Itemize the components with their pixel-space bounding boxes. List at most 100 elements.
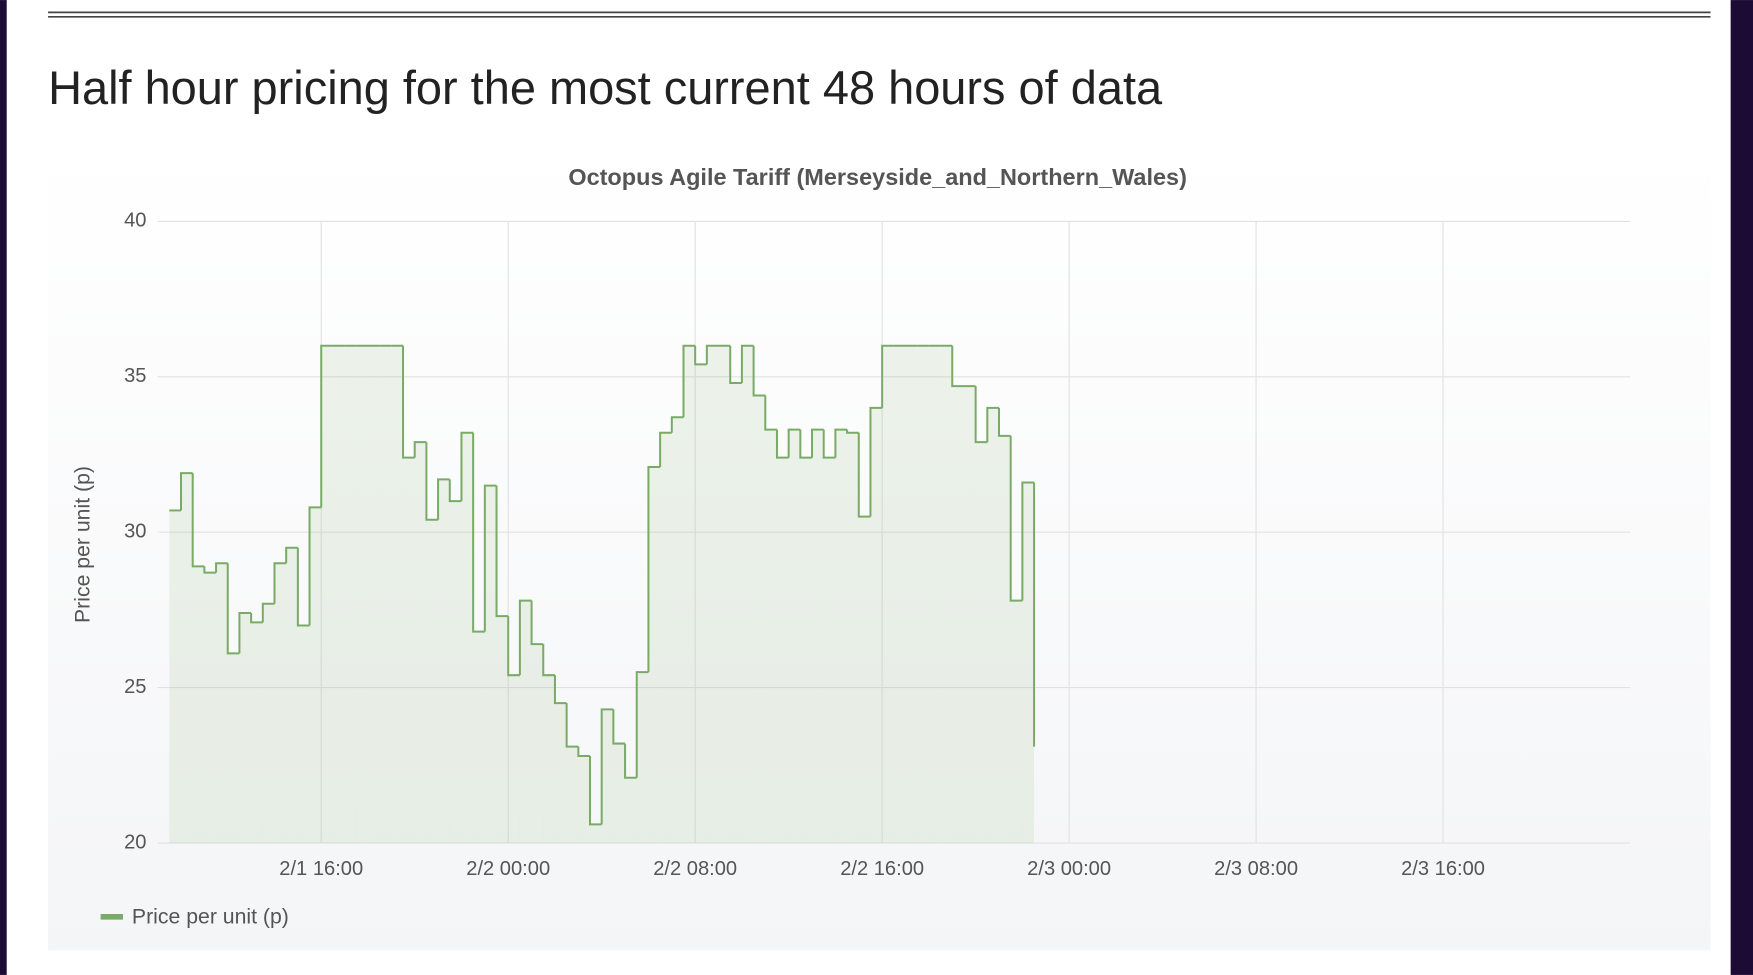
line-step <box>588 755 602 826</box>
area-segment <box>1010 600 1023 844</box>
area-segment <box>216 563 228 844</box>
line-step <box>612 709 626 745</box>
area-segment <box>847 432 859 844</box>
area-segment <box>835 429 848 844</box>
line-step <box>647 465 661 673</box>
line-step <box>1009 435 1023 602</box>
line-step <box>261 602 275 623</box>
line-step <box>857 432 871 518</box>
area-segment <box>239 613 252 844</box>
line-step <box>670 416 684 433</box>
area-segment <box>870 407 883 844</box>
area-segment <box>578 755 591 844</box>
line-step <box>530 600 544 646</box>
area-segment <box>543 675 555 844</box>
plot: 20 25 30 35 40 2/1 16:00 2/2 00:00 2/2 08:00 2/2… <box>100 210 1631 929</box>
area-segment <box>741 345 754 844</box>
line-step <box>273 562 287 604</box>
x-tick-label: 2/2 00:00 <box>466 858 550 880</box>
area-segment <box>776 457 789 844</box>
y-axis-label: Price per unit (p) <box>70 466 94 623</box>
line-step <box>402 345 415 459</box>
line-step <box>822 429 836 459</box>
line-step <box>483 484 497 632</box>
area-segment <box>636 672 649 844</box>
area-segment <box>367 345 380 844</box>
area-segment <box>496 616 509 844</box>
line-step <box>600 708 614 825</box>
x-tick-label: 2/1 16:00 <box>279 858 363 880</box>
area-segment <box>823 457 836 844</box>
area-segment <box>882 345 894 844</box>
area-segment <box>227 653 240 844</box>
line-step <box>811 428 824 458</box>
area-segment <box>706 345 719 844</box>
line-step <box>951 345 964 388</box>
line-step <box>518 599 532 676</box>
area-segment <box>169 510 182 844</box>
line-step <box>226 563 240 655</box>
area-segment <box>987 407 999 844</box>
area-segment <box>800 457 813 844</box>
line-step <box>460 431 474 502</box>
area-segment <box>625 777 637 844</box>
area-segment <box>566 746 579 844</box>
area-segment <box>998 435 1011 844</box>
area-segment <box>473 631 485 844</box>
line-step <box>296 547 310 627</box>
area-segment <box>660 432 672 844</box>
area-segment <box>332 345 345 844</box>
line-step <box>1021 481 1035 601</box>
line-step <box>764 395 777 431</box>
x-tick-label: 2/2 16:00 <box>840 858 924 880</box>
line-step <box>215 562 228 573</box>
area-segment <box>484 485 497 844</box>
line-step <box>507 616 520 677</box>
legend-label: Price per unit (p) <box>132 905 289 929</box>
area-segment <box>438 479 450 844</box>
line-step <box>542 644 555 677</box>
area-segment <box>812 429 824 844</box>
area-segment <box>788 429 801 844</box>
line-step <box>635 671 649 778</box>
area-segment <box>391 345 404 844</box>
line-step <box>553 675 567 705</box>
area-segment <box>192 566 205 844</box>
area-segment <box>648 466 661 844</box>
line-step <box>869 406 883 517</box>
line-step <box>834 428 848 458</box>
right-border <box>1730 0 1753 975</box>
line-step <box>986 406 999 443</box>
area-segment <box>917 345 929 844</box>
line-step <box>974 386 988 444</box>
area-segment <box>531 644 544 844</box>
line-step <box>495 485 509 618</box>
area-segment <box>753 395 766 844</box>
line-step <box>799 429 813 459</box>
area-segment <box>309 507 322 844</box>
area-segment <box>963 386 976 844</box>
line-step <box>577 746 591 758</box>
x-tick-label: 2/3 16:00 <box>1401 858 1485 880</box>
line-step <box>285 546 298 564</box>
chart-title: Octopus Agile Tariff (Merseyside_and_Nor… <box>568 164 1187 190</box>
area-segment <box>695 364 707 844</box>
line-step <box>740 344 754 384</box>
area-segment <box>204 572 217 844</box>
y-tick-label: 30 <box>124 521 146 543</box>
line-step <box>846 429 859 434</box>
area-segment <box>426 519 439 844</box>
line-step <box>787 428 801 458</box>
y-tick-label: 40 <box>124 210 146 232</box>
line-step <box>238 612 252 654</box>
area-segment <box>379 345 392 844</box>
x-tick-label: 2/2 08:00 <box>653 858 737 880</box>
x-tick-label: 2/3 00:00 <box>1027 858 1111 880</box>
line-step <box>472 432 485 633</box>
line-step <box>308 506 322 626</box>
line-step <box>413 441 427 458</box>
x-tick-label: 2/3 08:00 <box>1214 858 1298 880</box>
area-segment <box>858 516 871 844</box>
line-step <box>425 442 439 521</box>
